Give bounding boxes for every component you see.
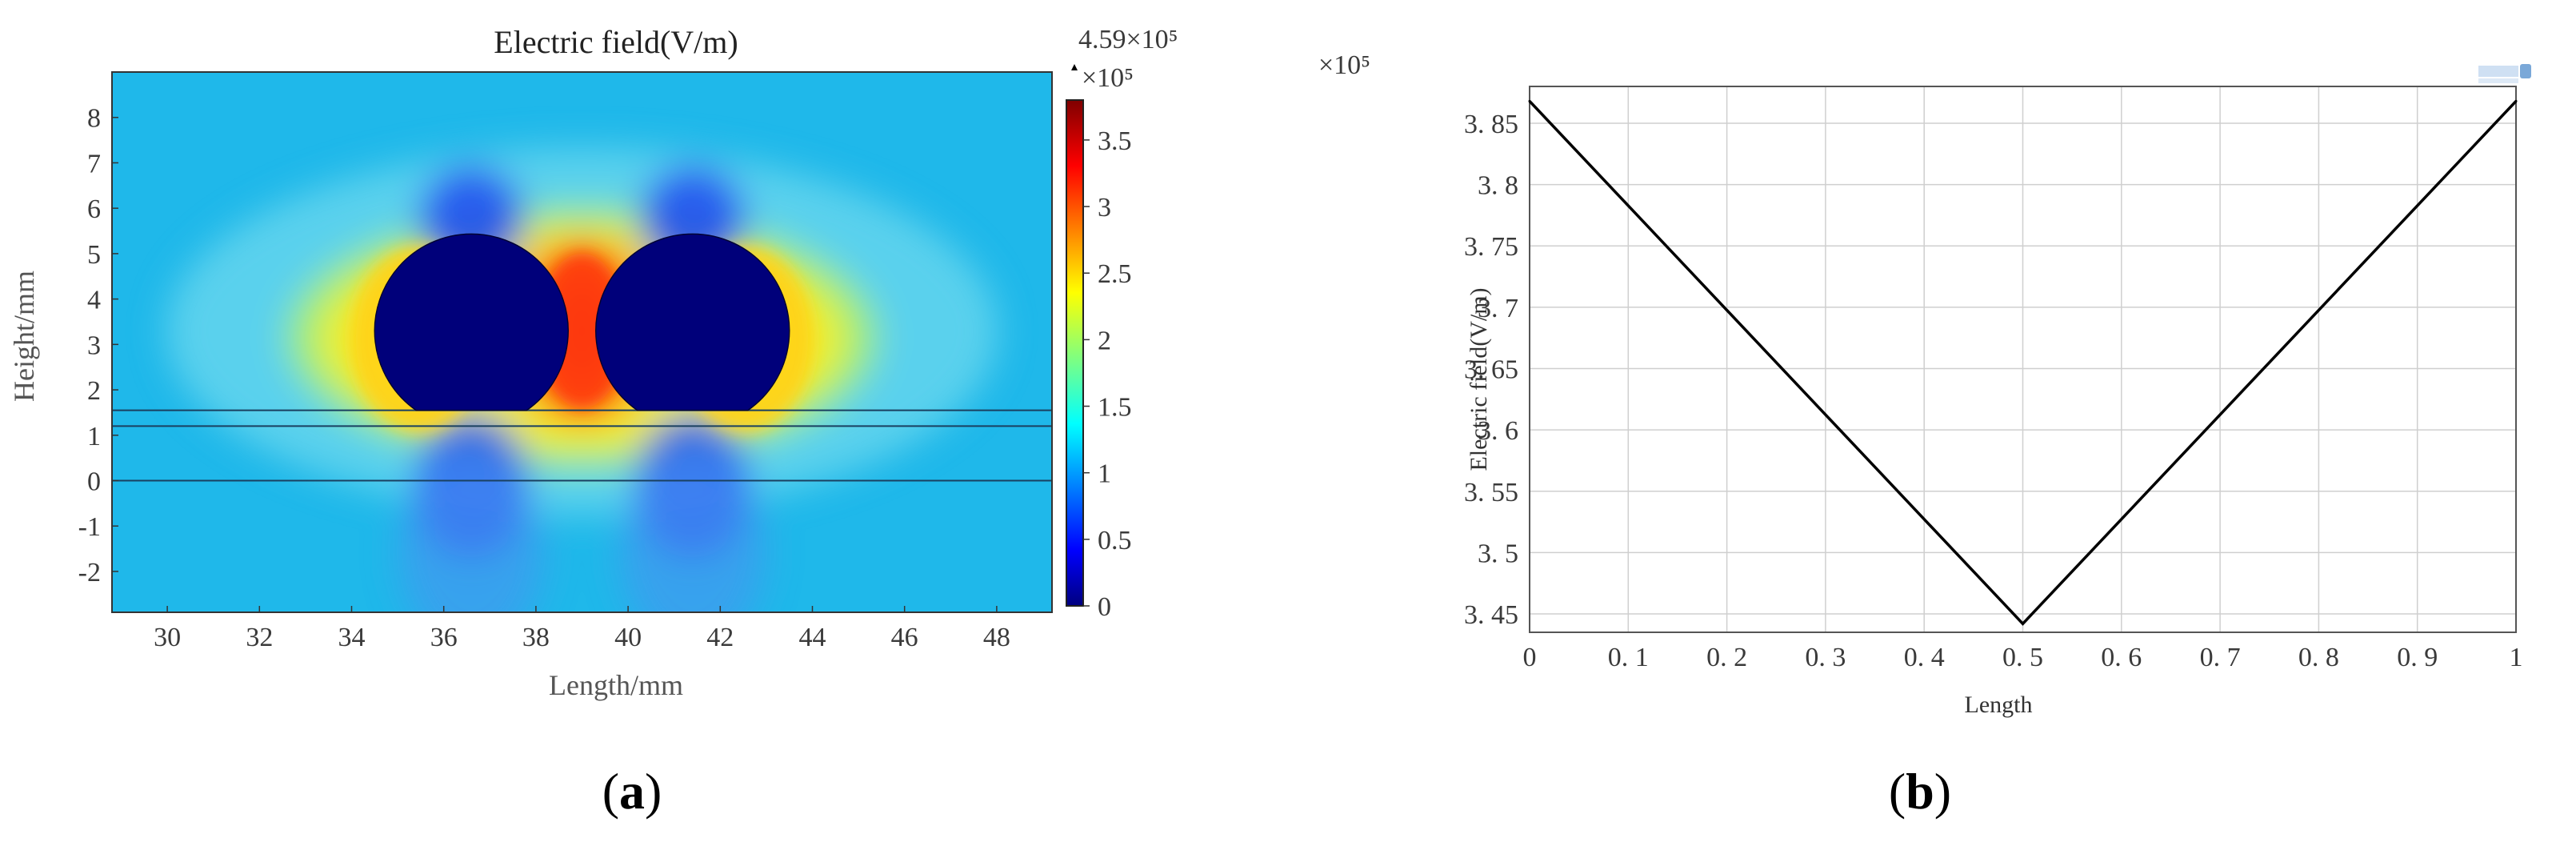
- logo-watermark: [2478, 64, 2531, 83]
- heatmap-chart: Electric field(V/m) 30 32 34 36 38 40 42 44 46 48…: [8, 24, 1178, 820]
- x-tick-label-2: 34: [338, 623, 366, 652]
- y-tick-label-6: 4: [87, 286, 101, 315]
- x-tick-label-6: 42: [706, 623, 734, 652]
- y-axis-label: Height/mm: [8, 271, 40, 402]
- y-tick-label-5: 3. 7: [1478, 294, 1518, 323]
- x-axis-ticks: 0 0. 1 0. 2 0. 3 0. 4 0. 5 0. 6 0. 7 0. 8 0. 9 1: [1523, 643, 2523, 672]
- field-shadow-low-0: [398, 456, 544, 612]
- colorbar-tick-label-2: 1: [1098, 459, 1111, 489]
- x-tick-label-8: 0. 8: [2298, 643, 2339, 672]
- y-tick-label-1: 3. 5: [1478, 539, 1518, 568]
- line-series: [1528, 99, 2518, 626]
- y-tick-label-2: 0: [87, 467, 101, 497]
- y-tick-label-1: -1: [78, 512, 101, 542]
- conductor-circles: [374, 233, 790, 411]
- y-tick-label-0: -2: [78, 558, 101, 587]
- x-tick-label-5: 0. 5: [2002, 643, 2043, 672]
- y-tick-label-4: 3. 65: [1464, 355, 1518, 384]
- x-tick-label-2: 0. 2: [1706, 643, 1747, 672]
- x-tick-label-8: 46: [891, 623, 918, 652]
- x-tick-label-9: 0. 9: [2397, 643, 2438, 672]
- colorbar-tick-label-7: 3.5: [1098, 126, 1132, 156]
- grid-lines: [1529, 86, 2517, 632]
- y-tick-label-5: 3: [87, 331, 101, 360]
- colorbar-tick-label-5: 2.5: [1098, 259, 1132, 289]
- x-tick-label-7: 0. 7: [2200, 643, 2241, 672]
- colorbar-max-triangle: [1071, 64, 1078, 70]
- y-tick-label-9: 7: [87, 149, 101, 178]
- y-tick-label-0: 3. 45: [1464, 600, 1518, 630]
- layer-boundary-lines: [112, 409, 1052, 482]
- y-tick-label-7: 5: [87, 240, 101, 270]
- x-axis-label: Length: [1965, 692, 2033, 718]
- conductor-1: [595, 233, 790, 411]
- colorbar-tick-label-4: 2: [1098, 326, 1111, 355]
- x-tick-label-1: 32: [246, 623, 273, 652]
- x-tick-label-10: 1: [2510, 643, 2523, 672]
- colorbar: 4.59×10⁵ ×10⁵ 0 0.5 1 1.5 2 2.5 3 3.5: [1066, 25, 1178, 622]
- panel-a: Electric field(V/m) 30 32 34 36 38 40 42 44 46 48…: [0, 0, 1280, 842]
- series-point-0-2: [2514, 99, 2518, 102]
- y-tick-label-4: 2: [87, 376, 101, 406]
- y-tick-label-3: 1: [87, 422, 101, 451]
- panel-label-a: (a): [602, 763, 662, 820]
- x-tick-label-1: 0. 1: [1608, 643, 1649, 672]
- y-tick-label-2: 3. 55: [1464, 478, 1518, 507]
- colorbar-multiplier: ×10⁵: [1082, 63, 1134, 93]
- x-tick-label-9: 48: [983, 623, 1010, 652]
- x-tick-label-3: 36: [430, 623, 458, 652]
- x-tick-label-4: 38: [522, 623, 550, 652]
- x-axis-ticks: 30 32 34 36 38 40 42 44 46 48: [154, 606, 1010, 652]
- y-tick-label-8: 6: [87, 194, 101, 224]
- y-tick-label-10: 8: [87, 104, 101, 134]
- series-point-0-0: [1528, 99, 1531, 102]
- heatmap-plot-area: [111, 71, 1053, 613]
- field-shadow-low-1: [620, 456, 766, 612]
- series-point-0-1: [2022, 622, 2024, 625]
- line-chart: 0 0. 1 0. 2 0. 3 0. 4 0. 5 0. 6 0. 7 0. 8 0. 9 1 3…: [1318, 50, 2531, 820]
- y-tick-label-6: 3. 75: [1464, 232, 1518, 262]
- heatmap-title: Electric field(V/m): [494, 24, 738, 60]
- y-tick-label-8: 3. 85: [1464, 110, 1518, 139]
- x-tick-label-6: 0. 6: [2101, 643, 2142, 672]
- colorbar-tick-label-0: 0: [1098, 592, 1111, 622]
- panel-b: 0 0. 1 0. 2 0. 3 0. 4 0. 5 0. 6 0. 7 0. 8 0. 9 1 3…: [1280, 0, 2576, 842]
- y-axis-ticks: 3. 45 3. 5 3. 55 3. 6 3. 65 3. 7 3. 75 3. 8 3. 8…: [1464, 110, 1518, 630]
- panel-label-b: (b): [1889, 763, 1951, 820]
- colorbar-ticks: 0 0.5 1 1.5 2 2.5 3 3.5: [1083, 126, 1132, 622]
- colorbar-tick-label-6: 3: [1098, 193, 1111, 223]
- colorbar-tick-label-3: 1.5: [1098, 393, 1132, 423]
- x-tick-label-0: 30: [154, 623, 181, 652]
- y-multiplier-label: ×10⁵: [1318, 50, 1370, 80]
- x-tick-label-0: 0: [1523, 643, 1537, 672]
- y-tick-label-7: 3. 8: [1478, 171, 1518, 201]
- x-tick-label-3: 0. 3: [1805, 643, 1846, 672]
- line-plot-frame: [1529, 86, 2517, 633]
- x-tick-label-4: 0. 4: [1904, 643, 1945, 672]
- colorbar-gradient: [1066, 99, 1084, 607]
- y-axis-ticks: -2 -1 0 1 2 3 4 5 6 7 8: [78, 104, 118, 587]
- conductor-0: [374, 233, 569, 411]
- x-tick-label-5: 40: [614, 623, 642, 652]
- y-tick-label-3: 3. 6: [1478, 416, 1518, 446]
- x-axis-label: Length/mm: [549, 669, 683, 701]
- heatmap-frame: [111, 71, 1053, 613]
- x-tick-label-7: 44: [798, 623, 826, 652]
- colorbar-tick-label-1: 0.5: [1098, 526, 1132, 555]
- y-axis-label: Electric field(V/m): [1466, 287, 1492, 471]
- colorbar-max-label: 4.59×10⁵: [1078, 25, 1178, 54]
